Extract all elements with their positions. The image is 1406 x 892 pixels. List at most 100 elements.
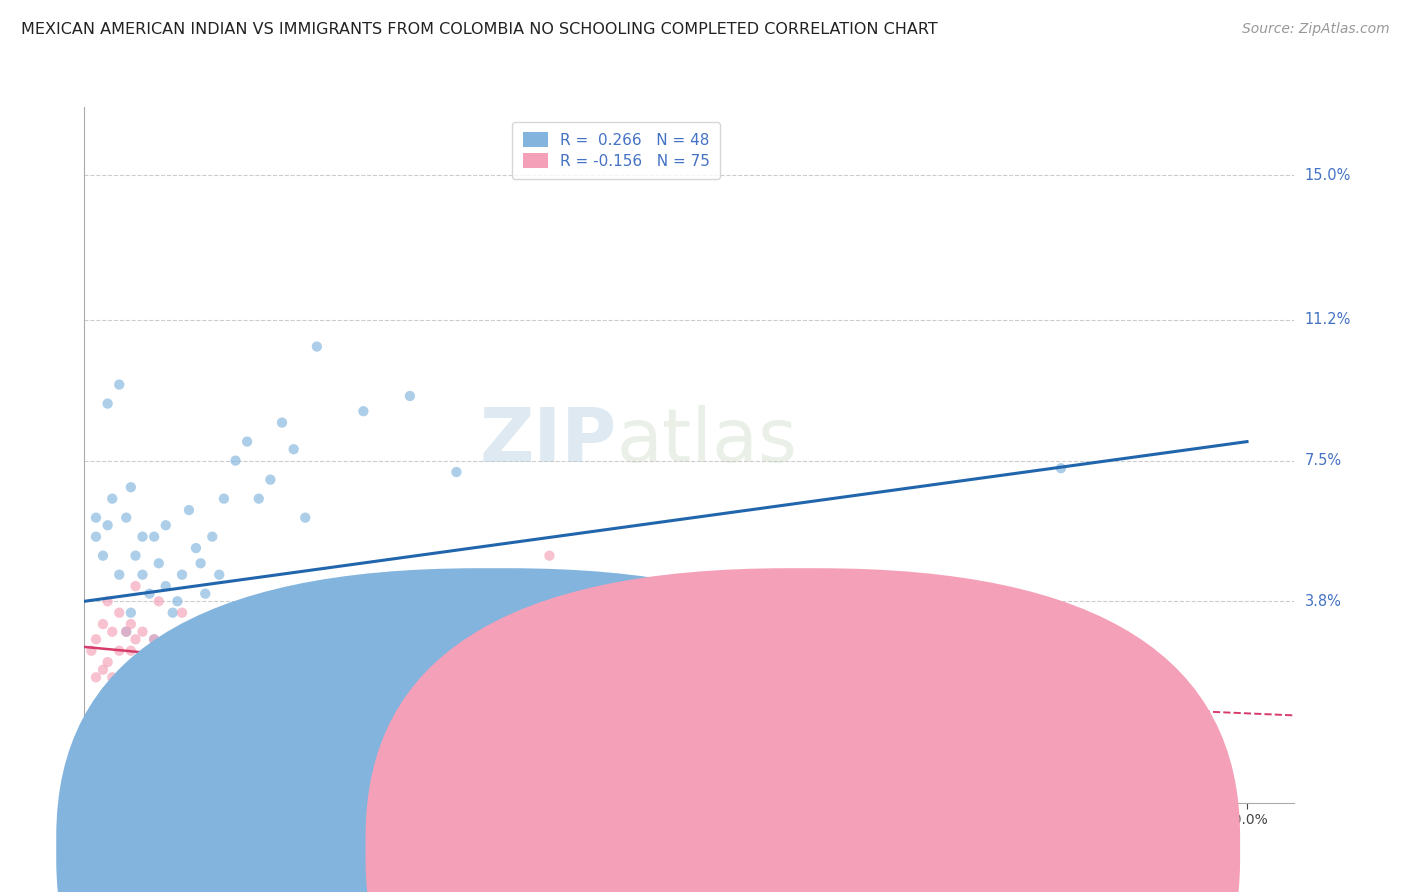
Point <box>143 632 166 647</box>
Point <box>115 624 138 639</box>
Text: 15.0%: 15.0% <box>1305 168 1351 183</box>
Point <box>115 624 138 639</box>
Point <box>148 594 170 608</box>
Point <box>84 530 107 544</box>
Point <box>887 663 910 677</box>
Point <box>294 693 316 707</box>
Point <box>225 453 247 467</box>
Point <box>91 549 114 563</box>
Point <box>770 720 793 734</box>
Point <box>124 549 146 563</box>
Point <box>399 389 422 403</box>
Point <box>654 681 676 696</box>
Point <box>84 632 107 647</box>
Point <box>108 644 131 658</box>
Point <box>190 670 212 684</box>
Point <box>97 518 120 533</box>
Point <box>271 670 294 684</box>
Text: Source: ZipAtlas.com: Source: ZipAtlas.com <box>1241 22 1389 37</box>
Point <box>492 681 515 696</box>
Point <box>148 556 170 570</box>
Point <box>80 644 103 658</box>
Point <box>120 480 142 494</box>
Point <box>101 624 124 639</box>
Point <box>194 587 217 601</box>
Point <box>155 579 177 593</box>
Point <box>148 644 170 658</box>
Point <box>97 594 120 608</box>
Point <box>218 663 240 677</box>
Point <box>101 670 124 684</box>
Point <box>148 681 170 696</box>
Point <box>162 606 184 620</box>
Point <box>422 606 444 620</box>
Point <box>170 567 193 582</box>
Point <box>247 491 270 506</box>
Point <box>108 377 131 392</box>
Point <box>162 681 184 696</box>
Point <box>166 594 188 608</box>
Point <box>190 556 212 570</box>
Point <box>138 670 160 684</box>
Point <box>131 655 153 669</box>
Point <box>231 681 253 696</box>
Text: MEXICAN AMERICAN INDIAN VS IMMIGRANTS FROM COLOMBIA NO SCHOOLING COMPLETED CORRE: MEXICAN AMERICAN INDIAN VS IMMIGRANTS FR… <box>21 22 938 37</box>
Point <box>91 617 114 632</box>
Point <box>1119 720 1142 734</box>
Point <box>1050 461 1073 475</box>
Point <box>120 681 142 696</box>
Point <box>124 632 146 647</box>
Point <box>585 700 607 714</box>
Point <box>162 644 184 658</box>
Point <box>283 681 305 696</box>
Point <box>138 644 160 658</box>
Point <box>240 655 263 669</box>
Point <box>108 606 131 620</box>
Point <box>143 530 166 544</box>
Point <box>305 340 328 354</box>
Text: atlas: atlas <box>616 404 797 477</box>
Point <box>208 567 231 582</box>
Point <box>124 670 146 684</box>
Point <box>283 442 305 457</box>
Point <box>1050 708 1073 723</box>
Point <box>294 510 316 524</box>
Point <box>201 530 224 544</box>
Point <box>131 693 153 707</box>
Point <box>194 655 217 669</box>
Point <box>1004 670 1026 684</box>
Point <box>399 670 422 684</box>
Point <box>259 681 281 696</box>
Text: 7.5%: 7.5% <box>1305 453 1341 468</box>
Point <box>138 681 160 696</box>
Point <box>131 530 153 544</box>
Point <box>212 681 235 696</box>
Text: Immigrants from Colombia: Immigrants from Colombia <box>824 841 1010 855</box>
Point <box>115 510 138 524</box>
Point <box>794 693 817 707</box>
Point <box>352 663 374 677</box>
Point <box>212 491 235 506</box>
Point <box>225 670 247 684</box>
Point <box>115 663 138 677</box>
Point <box>108 681 131 696</box>
Point <box>194 624 217 639</box>
Point <box>170 606 193 620</box>
Point <box>124 579 146 593</box>
Point <box>177 503 200 517</box>
Point <box>956 720 979 734</box>
Point <box>155 655 177 669</box>
Point <box>259 473 281 487</box>
Point <box>208 670 231 684</box>
Point <box>108 567 131 582</box>
Point <box>538 549 561 563</box>
Point <box>184 663 207 677</box>
Point <box>446 465 468 479</box>
Point <box>724 708 747 723</box>
Point <box>120 617 142 632</box>
Text: ZIP: ZIP <box>479 404 616 477</box>
Point <box>218 644 240 658</box>
Point <box>177 681 200 696</box>
Point <box>236 434 259 449</box>
Point <box>124 655 146 669</box>
